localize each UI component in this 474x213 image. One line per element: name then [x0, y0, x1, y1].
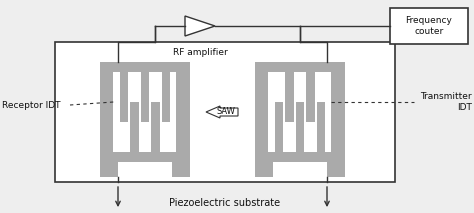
Text: Receptor IDT: Receptor IDT: [2, 101, 61, 109]
Text: RF amplifier: RF amplifier: [173, 48, 228, 57]
Text: Frequency
couter: Frequency couter: [406, 16, 453, 36]
Bar: [268, 72, 331, 152]
Text: SAW: SAW: [217, 108, 236, 117]
Bar: [130, 102, 139, 152]
Bar: [255, 62, 345, 162]
Bar: [327, 162, 345, 177]
Polygon shape: [185, 16, 215, 36]
Bar: [151, 102, 160, 152]
Bar: [100, 62, 190, 162]
Bar: [295, 102, 304, 152]
Bar: [162, 72, 171, 122]
Bar: [172, 162, 190, 177]
Bar: [119, 72, 128, 122]
Bar: [55, 42, 395, 182]
Bar: [113, 72, 176, 152]
Bar: [274, 102, 283, 152]
Bar: [285, 72, 294, 122]
Text: Piezoelectric substrate: Piezoelectric substrate: [169, 198, 281, 208]
Bar: [317, 102, 326, 152]
Bar: [306, 72, 315, 122]
Bar: [255, 162, 273, 177]
Bar: [140, 72, 149, 122]
Polygon shape: [206, 106, 238, 118]
Bar: [390, 8, 468, 44]
Bar: [100, 162, 118, 177]
Text: Transmitter
IDT: Transmitter IDT: [420, 92, 472, 112]
